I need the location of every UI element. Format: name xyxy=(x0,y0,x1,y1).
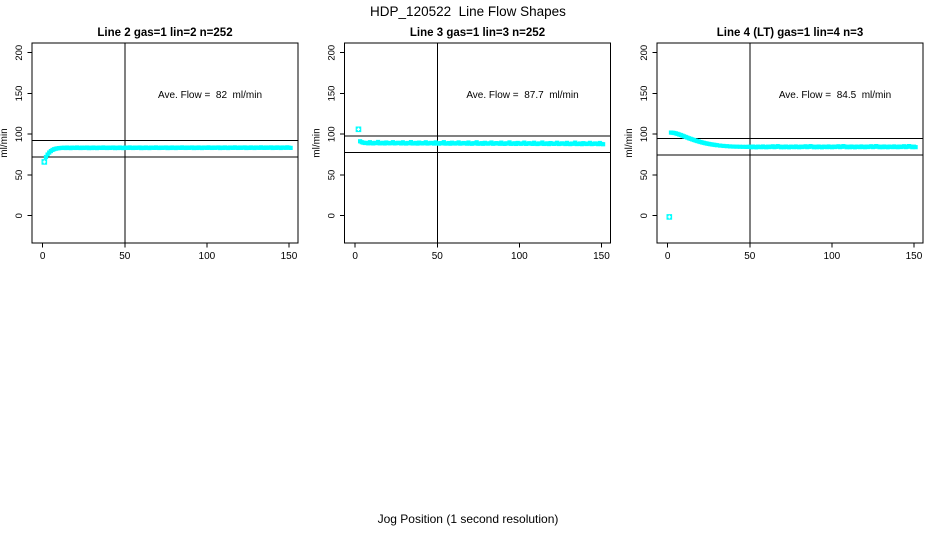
panel-2: Line 3 gas=1 lin=3 n=252 0 50 100 150 0 50 100 1… xyxy=(312,27,611,262)
data-point xyxy=(727,144,733,149)
data-points xyxy=(355,126,606,147)
x-tick-label: 150 xyxy=(281,251,298,262)
plot-box xyxy=(656,42,924,244)
y-tick-label: 150 xyxy=(639,86,650,102)
panel-title: Line 4 (LT) gas=1 lin=4 n=3 xyxy=(717,27,863,39)
x-tick-label: 0 xyxy=(665,251,671,262)
x-tick-label: 0 xyxy=(40,251,46,262)
data-point xyxy=(913,145,918,150)
y-tick-label: 200 xyxy=(14,45,25,61)
x-tick-label: 0 xyxy=(352,251,358,262)
y-tick-label: 50 xyxy=(327,170,338,181)
panel-title: Line 3 gas=1 lin=3 n=252 xyxy=(410,27,545,39)
x-tick-label: 50 xyxy=(119,251,131,262)
ave-flow-annotation: Ave. Flow = 84.5 ml/min xyxy=(779,90,891,101)
y-tick-label: 0 xyxy=(327,213,338,218)
ave-flow-annotation: Ave. Flow = 87.7 ml/min xyxy=(466,90,578,101)
x-tick-label: 150 xyxy=(593,251,610,262)
ave-flow-annotation: Ave. Flow = 82 ml/min xyxy=(158,90,262,101)
y-tick-label: 150 xyxy=(14,86,25,102)
x-tick-label: 100 xyxy=(199,251,216,262)
y-tick-label: 200 xyxy=(639,45,650,61)
outlier-point-marker xyxy=(355,126,362,133)
data-point xyxy=(731,144,736,149)
y-tick-label: 150 xyxy=(327,86,338,102)
data-point xyxy=(741,144,746,149)
x-tick-label: 150 xyxy=(906,251,923,262)
data-points xyxy=(41,145,293,165)
x-tick-label: 50 xyxy=(744,251,756,262)
data-point xyxy=(718,143,723,148)
y-axis-label: ml/min xyxy=(624,128,635,157)
y-tick-label: 0 xyxy=(14,213,25,218)
x-tick-label: 50 xyxy=(432,251,444,262)
y-tick-label: 200 xyxy=(327,45,338,61)
data-point xyxy=(721,143,726,149)
panel-3: Line 4 (LT) gas=1 lin=4 n=3 0 50 100 150 0 50 1… xyxy=(624,27,924,262)
data-point xyxy=(724,144,729,149)
y-tick-label: 100 xyxy=(327,126,338,142)
y-tick-label: 100 xyxy=(14,126,25,142)
outlier-point-marker xyxy=(666,214,673,220)
plot-box xyxy=(344,42,611,244)
panel-title: Line 2 gas=1 lin=2 n=252 xyxy=(97,27,232,39)
y-tick-label: 50 xyxy=(639,170,650,181)
data-point xyxy=(734,144,739,149)
data-point xyxy=(601,142,606,147)
y-axis-label: ml/min xyxy=(312,128,323,157)
data-point xyxy=(737,144,743,149)
x-axis-label: Jog Position (1 second resolution) xyxy=(377,512,559,526)
data-point xyxy=(43,154,49,160)
y-tick-label: 0 xyxy=(639,213,650,218)
data-point xyxy=(714,143,720,148)
plot-box xyxy=(31,42,299,244)
y-axis-label: ml/min xyxy=(0,128,10,157)
outlier-point-marker xyxy=(41,159,48,165)
x-tick-label: 100 xyxy=(824,251,841,262)
figure-title: HDP_120522 Line Flow Shapes xyxy=(370,4,566,19)
data-points xyxy=(666,130,918,220)
y-tick-label: 100 xyxy=(639,126,650,142)
panel-1: Line 2 gas=1 lin=2 n=252 0 50 100 150 0 50 100 1… xyxy=(0,27,299,262)
x-tick-label: 100 xyxy=(511,251,528,262)
data-point xyxy=(288,145,293,150)
y-tick-label: 50 xyxy=(14,170,25,181)
